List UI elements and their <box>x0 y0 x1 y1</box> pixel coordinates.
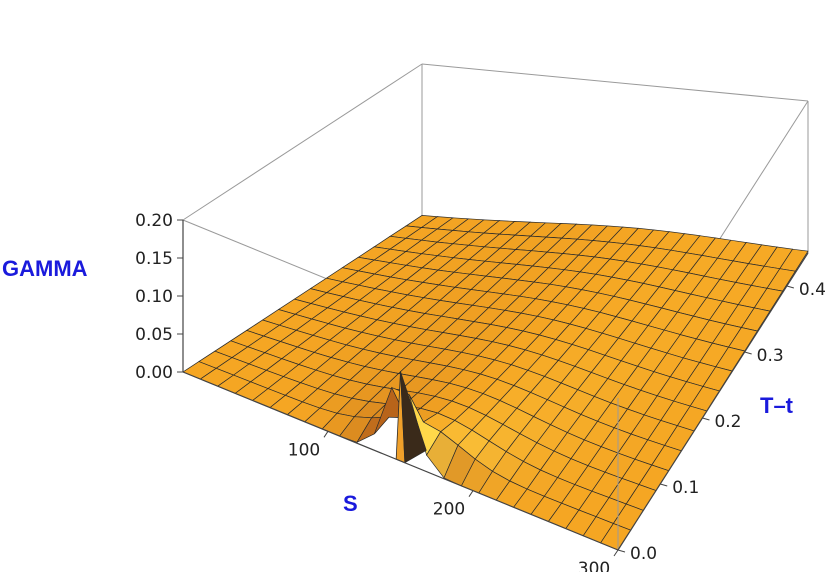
y-tick-mark <box>744 351 752 355</box>
box-edge-top-back <box>421 63 809 102</box>
z-tick-label: 0.10 <box>135 287 173 307</box>
y-axis-line <box>617 252 809 551</box>
x-tick-label: 100 <box>288 440 320 460</box>
x-axis-title: S <box>343 491 358 516</box>
y-tick-label: 0.4 <box>799 280 826 300</box>
y-tick-mark <box>617 549 626 553</box>
x-tick-label: 300 <box>578 559 610 572</box>
y-tick-mark <box>786 285 795 289</box>
y-tick-label: 0.1 <box>672 478 699 498</box>
y-tick-mark <box>702 417 710 421</box>
gamma-spike-shadow <box>400 371 427 464</box>
y-axis-title: T–t <box>760 393 794 418</box>
axes: 100 200 300 0.0 0.1 0.2 0.3 0.4 0.00 0.05 0.10 0.15… <box>135 211 826 572</box>
z-axis-title: GAMMA <box>2 256 88 281</box>
z-tick-label: 0.20 <box>135 211 173 231</box>
x-tick-mark <box>468 490 474 497</box>
gamma-surface <box>182 215 809 551</box>
z-tick-label: 0.15 <box>135 249 173 269</box>
x-tick-mark <box>613 549 619 557</box>
y-tick-label: 0.3 <box>757 346 784 366</box>
z-tick-label: 0.05 <box>135 325 173 345</box>
y-tick-label: 0.0 <box>630 544 657 564</box>
z-tick-label: 0.00 <box>135 363 173 383</box>
x-tick-label: 200 <box>433 500 465 520</box>
box-edge-top-left <box>182 63 423 221</box>
y-tick-label: 0.2 <box>714 412 741 432</box>
y-tick-mark <box>660 483 668 487</box>
x-axis-line <box>182 371 619 551</box>
x-tick-mark <box>323 431 329 438</box>
